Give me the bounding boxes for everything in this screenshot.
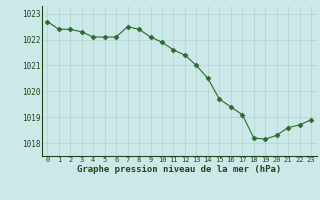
X-axis label: Graphe pression niveau de la mer (hPa): Graphe pression niveau de la mer (hPa) [77,165,281,174]
